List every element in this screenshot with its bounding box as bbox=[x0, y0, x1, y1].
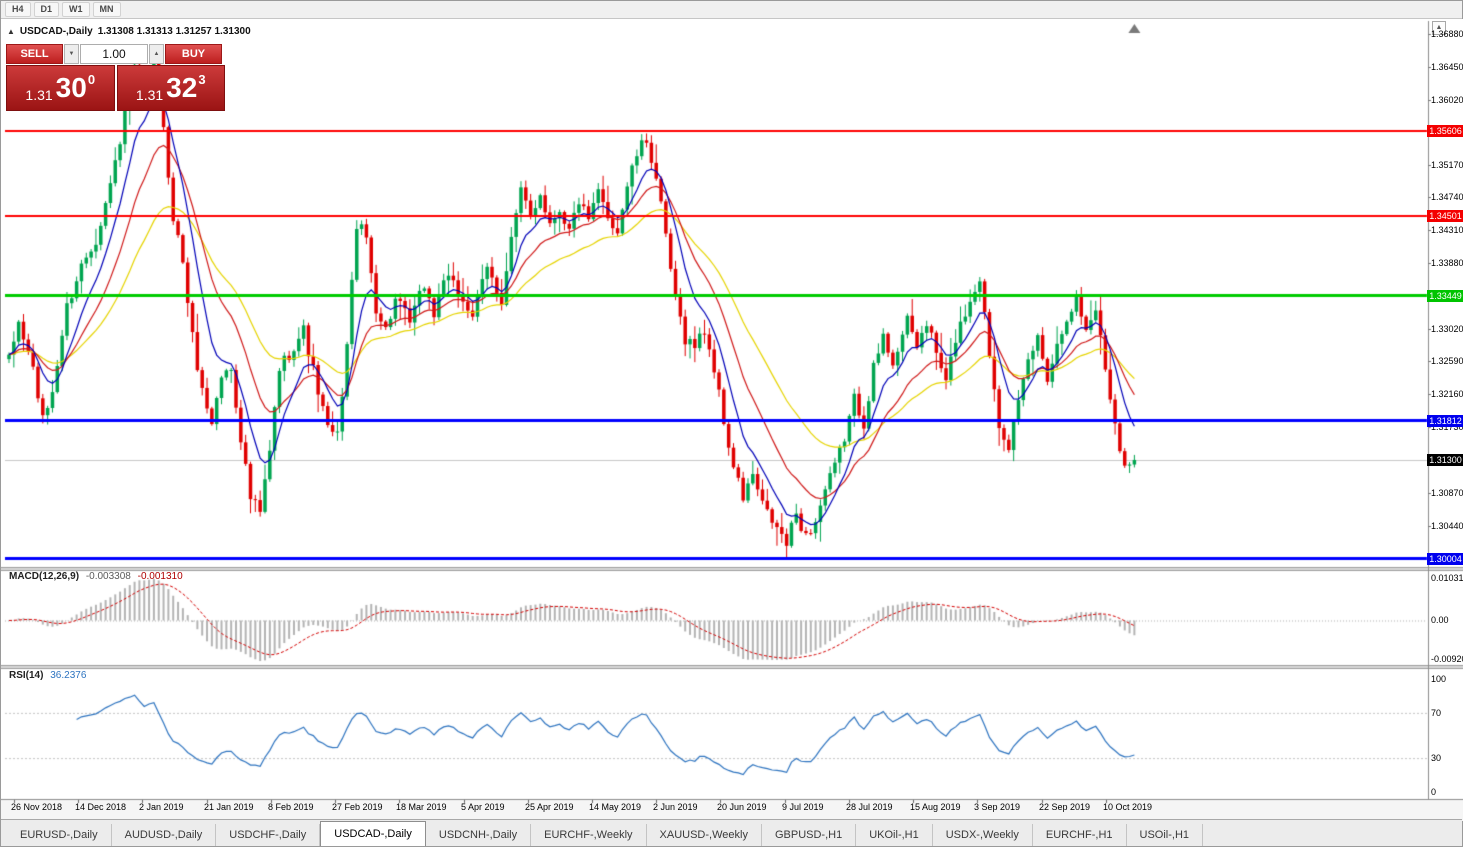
buy-price-main: 1.31 bbox=[135, 87, 164, 103]
scroll-up-button[interactable]: ▲ bbox=[1432, 21, 1446, 35]
chart-tab-xauusd-weekly[interactable]: XAUUSD-,Weekly bbox=[647, 824, 762, 846]
buy-price-sup: 3 bbox=[198, 72, 206, 87]
chart-tab-usdcad-daily[interactable]: USDCAD-,Daily bbox=[320, 821, 426, 846]
chart-tab-ukoil-h1[interactable]: UKOil-,H1 bbox=[856, 824, 933, 846]
chart-tab-audusd-daily[interactable]: AUDUSD-,Daily bbox=[112, 824, 217, 846]
sell-price-panel[interactable]: 1.31 30 0 bbox=[6, 65, 115, 111]
chart-tab-usdx-weekly[interactable]: USDX-,Weekly bbox=[933, 824, 1033, 846]
buy-button[interactable]: BUY bbox=[165, 44, 222, 64]
chart-tab-eurchf-weekly[interactable]: EURCHF-,Weekly bbox=[531, 824, 647, 846]
buy-price-pips: 32 bbox=[166, 72, 198, 103]
chart-tab-usdcnh-daily[interactable]: USDCNH-,Daily bbox=[426, 824, 532, 846]
chart-tab-gbpusd-h1[interactable]: GBPUSD-,H1 bbox=[762, 824, 857, 846]
price-chart-canvas[interactable] bbox=[1, 19, 1463, 821]
timeframe-button-w1[interactable]: W1 bbox=[62, 2, 90, 17]
chart-tab-eurchf-h1[interactable]: EURCHF-,H1 bbox=[1033, 824, 1127, 846]
sell-price-sup: 0 bbox=[87, 72, 96, 87]
sell-price-pips: 30 bbox=[55, 72, 87, 103]
sell-button[interactable]: SELL bbox=[6, 44, 63, 64]
volume-input[interactable] bbox=[80, 44, 148, 64]
sell-price-main: 1.31 bbox=[25, 87, 53, 103]
timeframe-toolbar: H4 D1 W1 MN bbox=[1, 1, 1462, 19]
timeframe-button-d1[interactable]: D1 bbox=[33, 2, 60, 17]
volume-decrease-button[interactable]: ▼ bbox=[64, 44, 79, 64]
trade-prices-row: 1.31 30 0 1.31 32 3 bbox=[6, 65, 225, 111]
chart-tab-usoil-h1[interactable]: USOil-,H1 bbox=[1127, 824, 1204, 846]
timeframe-button-h4[interactable]: H4 bbox=[5, 2, 31, 17]
collapse-panel-icon[interactable]: ▲ bbox=[7, 27, 15, 36]
chart-tab-eurusd-daily[interactable]: EURUSD-,Daily bbox=[7, 824, 112, 846]
timeframe-button-mn[interactable]: MN bbox=[92, 2, 121, 17]
volume-increase-button[interactable]: ▲ bbox=[149, 44, 164, 64]
chart-tab-bar: EURUSD-,Daily AUDUSD-,Daily USDCHF-,Daily U… bbox=[1, 819, 1462, 846]
trade-controls-row: SELL ▼ ▲ BUY bbox=[6, 44, 225, 64]
chart-tab-usdchf-daily[interactable]: USDCHF-,Daily bbox=[216, 824, 321, 846]
buy-price-panel[interactable]: 1.31 32 3 bbox=[116, 65, 225, 111]
